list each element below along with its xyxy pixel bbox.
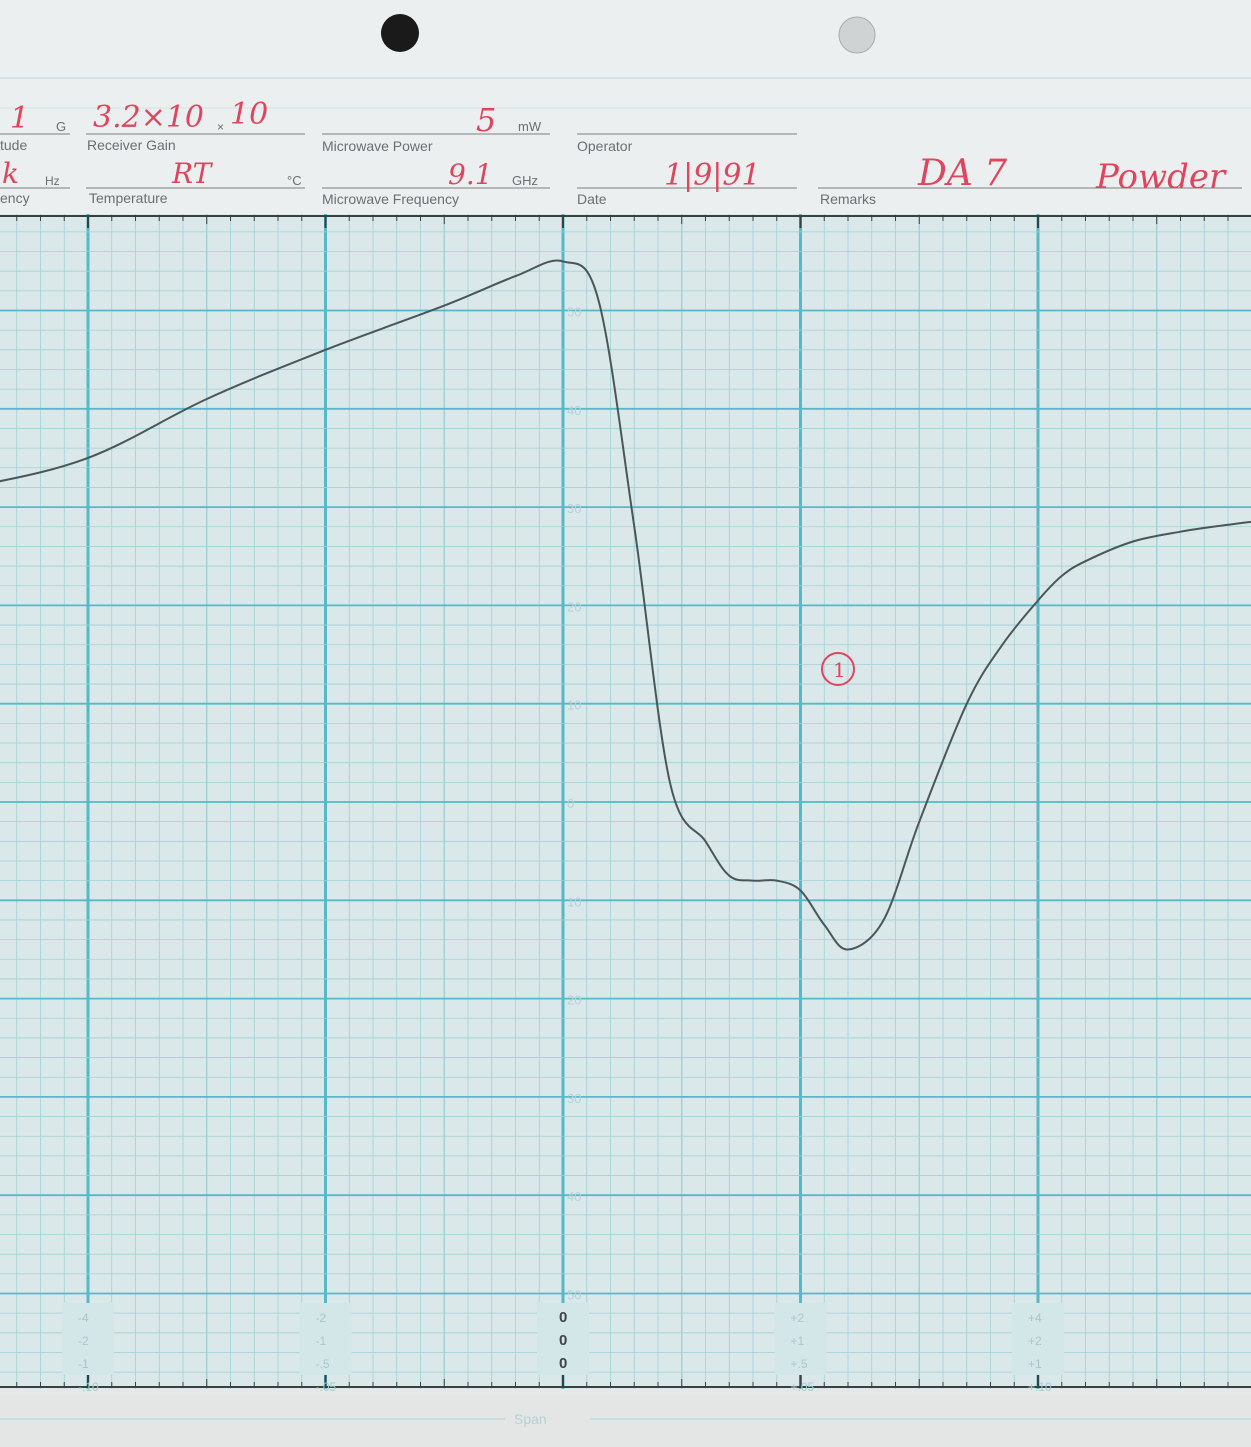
remarks-value-2: Powder <box>1095 157 1227 197</box>
modulation-amplitude-unit: G <box>56 119 66 134</box>
y-tick-label: 20 <box>567 993 581 1008</box>
x-scale-label: -.10 <box>78 1380 99 1394</box>
microwave-frequency-label: Microwave Frequency <box>322 191 459 207</box>
punch-hole <box>381 14 419 52</box>
receiver-gain-label: Receiver Gain <box>87 137 176 153</box>
operator-label: Operator <box>577 138 633 154</box>
date-label: Date <box>577 191 607 207</box>
modulation-frequency-unit: Hz <box>45 174 60 188</box>
modulation-frequency-value: k <box>2 157 19 190</box>
x-scale-box <box>299 1303 352 1375</box>
y-tick-label: 50 <box>567 1288 581 1303</box>
y-tick-label: 30 <box>567 501 581 516</box>
microwave-power-value: 5 <box>476 101 496 139</box>
receiver-gain-multiplier: × <box>217 120 224 134</box>
x-scale-label: 0 <box>559 1355 567 1372</box>
modulation-frequency-label: ency <box>0 190 30 206</box>
microwave-power-unit: mW <box>518 119 542 134</box>
y-tick-label: 30 <box>567 1091 581 1106</box>
x-scale-label: -4 <box>78 1311 89 1325</box>
x-scale-label: 0 <box>559 1309 567 1326</box>
header-panel: tude G ency Hz Receiver Gain × Temperatu… <box>0 0 1251 214</box>
x-scale-label: +2 <box>1028 1334 1042 1348</box>
remarks-value: DA 7 <box>917 153 1007 194</box>
x-scale-box <box>62 1303 114 1375</box>
x-scale-label: +1 <box>1028 1357 1042 1371</box>
x-scale-box <box>1012 1303 1064 1375</box>
circled-annotation: 1 <box>821 652 855 686</box>
microwave-power-label: Microwave Power <box>322 138 433 154</box>
x-scale-label: 0 <box>559 1332 567 1349</box>
y-tick-label: 0 <box>567 796 574 811</box>
punch-hole-outline <box>838 16 876 54</box>
y-tick-label: 20 <box>567 599 581 614</box>
x-scale-box <box>774 1303 827 1375</box>
x-scale-label: -1 <box>78 1357 89 1371</box>
temperature-label: Temperature <box>89 190 168 206</box>
x-scale-label: -1 <box>316 1334 327 1348</box>
y-tick-label: 50 <box>567 305 581 320</box>
grid <box>0 214 1251 1389</box>
span-label: Span <box>514 1411 547 1427</box>
receiver-gain-value: 3.2×10 <box>93 100 204 135</box>
modulation-amplitude-value: 1 <box>10 101 29 136</box>
x-scale-label: +.05 <box>791 1380 815 1394</box>
annotation-text: 1 <box>833 658 846 682</box>
microwave-frequency-unit: GHz <box>512 173 538 188</box>
x-scale-label: +.5 <box>791 1357 808 1371</box>
x-scale-label: -.5 <box>316 1357 330 1371</box>
y-tick-label: 10 <box>567 894 581 909</box>
x-scale-label: -2 <box>78 1334 89 1348</box>
x-scale-label: +.10 <box>1028 1380 1052 1394</box>
microwave-frequency-value: 9.1 <box>448 158 493 191</box>
x-scale-label: -.05 <box>316 1380 337 1394</box>
x-scale-label: +1 <box>791 1334 805 1348</box>
x-scale-label: -2 <box>316 1311 327 1325</box>
temperature-value: RT <box>171 157 214 190</box>
receiver-gain-value-2: 10 <box>230 97 268 132</box>
x-scale-label: +2 <box>791 1311 805 1325</box>
modulation-amplitude-label: tude <box>0 137 27 153</box>
axes <box>0 215 1251 1388</box>
footer: Span <box>0 1395 1251 1447</box>
remarks-label: Remarks <box>820 191 876 207</box>
y-tick-label: 40 <box>567 403 581 418</box>
temperature-unit: °C <box>287 173 302 188</box>
y-tick-labels: 50 40 30 20 10 0 10 20 30 40 50 <box>567 305 581 1303</box>
series-line <box>0 259 1251 951</box>
x-scale-box <box>537 1303 589 1375</box>
y-tick-label: 10 <box>567 698 581 713</box>
date-value: 1|9|91 <box>664 158 761 193</box>
x-scale-labels: -4 -2 -1 -.10 -2 -1 -.5 -.05 0 0 0 +2 +1 +.5 +.05 +4 +2 +… <box>62 1303 1064 1394</box>
x-scale-label: +4 <box>1028 1311 1042 1325</box>
y-tick-label: 40 <box>567 1189 581 1204</box>
